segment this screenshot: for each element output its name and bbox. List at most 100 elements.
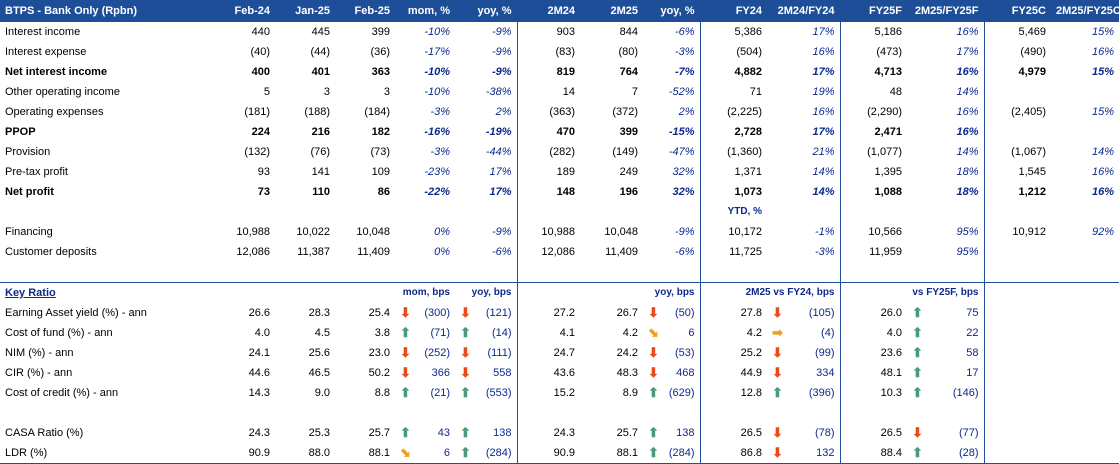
cell [1051, 282, 1119, 303]
value-cell: 109 [371, 166, 390, 178]
empty-cell [215, 262, 275, 283]
value-cell: 16% [812, 106, 835, 118]
value-cell: 3 [323, 86, 330, 98]
value-cell: 3 [383, 86, 390, 98]
value-cell: 90.9 [215, 443, 275, 464]
arrow-down-icon: ⬇ [460, 305, 471, 320]
row-label: Financing [5, 226, 53, 238]
ratio-row: Cost of fund (%) - ann 4.0 4.5 3.8 ⬆ (71) ⬆ (14… [0, 323, 1119, 343]
value-cell: 25.7 [368, 427, 390, 439]
arrow-down-icon: ⬇ [912, 425, 923, 440]
bps-cell: ⬇ (105) [767, 303, 840, 323]
arrow-down-icon: ⬇ [772, 365, 783, 380]
value-cell: 4.2 [699, 323, 767, 343]
bps-cell: ⬆ 138 [455, 423, 517, 443]
income-row: Operating expenses (181) (188) (184) -3% 2% (3… [0, 102, 1119, 122]
bps-value: (284) [668, 447, 695, 459]
empty-cell [1051, 202, 1119, 222]
value-cell: (2,405) [983, 102, 1051, 122]
value-cell: 1,073 [699, 182, 767, 202]
ratio-row: LDR (%) 90.9 88.0 88.1 ⬊ 6 ⬆ (284) 90.9 88.1 ⬆ (284… [0, 443, 1119, 464]
value-cell: 21% [812, 146, 835, 158]
value-cell: 15% [1091, 66, 1114, 78]
value-cell: 50.2 [368, 367, 390, 379]
value-cell: (363) [516, 102, 580, 122]
empty-cell [907, 202, 984, 222]
value-cell: (490) [983, 42, 1051, 62]
cell [516, 282, 580, 303]
value-cell: 25.6 [308, 347, 330, 359]
bps-value: (50) [674, 307, 695, 319]
value-cell: 399 [371, 26, 390, 38]
value-cell: -3% [430, 106, 450, 118]
bps-cell: ⬆ 22 [907, 323, 984, 343]
value-cell: 28.3 [308, 307, 330, 319]
value-cell: 16% [1091, 186, 1114, 198]
row-label: NIM (%) - ann [5, 347, 74, 359]
value-cell: 14% [956, 86, 979, 98]
bps-value: (629) [668, 387, 695, 399]
value-cell: 10,048 [356, 226, 390, 238]
empty-cell [335, 202, 395, 222]
value-cell: 16% [956, 106, 979, 118]
value-cell: 10,566 [839, 222, 907, 242]
spacer-row [0, 262, 1119, 283]
value-cell: 12.8 [699, 383, 767, 403]
empty-cell [699, 262, 767, 283]
value-cell: -23% [424, 166, 450, 178]
cell [983, 363, 1051, 383]
value-cell: 1,545 [983, 162, 1051, 182]
value-cell: 0% [434, 226, 450, 238]
bps-cell: ⬆ (284) [643, 443, 700, 464]
arrow-up-icon: ⬆ [400, 425, 411, 440]
value-cell: 10,172 [699, 222, 767, 242]
value-cell: (372) [612, 106, 638, 118]
bps-cell: ⬆ (553) [455, 383, 517, 403]
value-cell: 32% [672, 186, 695, 198]
arrow-downright-icon: ⬊ [648, 325, 659, 340]
empty-cell [215, 403, 275, 423]
value-cell: (76) [310, 146, 330, 158]
empty-cell [643, 403, 700, 423]
income-row: Interest expense (40) (44) (36) -17% -9% (83) (… [0, 42, 1119, 62]
bps-cell: ⬇ 132 [767, 443, 840, 464]
ytd-label: YTD, % [699, 202, 767, 222]
value-cell: -16% [424, 126, 450, 138]
value-cell: 48 [839, 82, 907, 102]
arrow-down-icon: ⬇ [648, 365, 659, 380]
income-row: Provision (132) (76) (73) -3% -44% (282) (149) -… [0, 142, 1119, 162]
value-cell: 1,088 [839, 182, 907, 202]
value-cell: 32% [672, 166, 695, 178]
value-cell [983, 242, 1051, 262]
value-cell: 95% [956, 226, 979, 238]
value-cell: 24.3 [248, 427, 270, 439]
key-ratio-title: Key Ratio [0, 282, 215, 303]
value-cell: (282) [516, 142, 580, 162]
value-cell: 26.6 [248, 307, 270, 319]
column-header: mom, % [395, 0, 455, 22]
arrow-up-icon: ⬆ [460, 325, 471, 340]
bps-value: (77) [958, 427, 979, 439]
column-header: Feb-25 [335, 0, 395, 22]
bps-cell: ⬆ (28) [907, 443, 984, 464]
row-label: Pre-tax profit [5, 166, 68, 178]
value-cell: 15.2 [516, 383, 580, 403]
arrow-down-icon: ⬇ [772, 305, 783, 320]
bps-cell: ⬇ 334 [767, 363, 840, 383]
value-cell: (1,360) [699, 142, 767, 162]
value-cell: 26.5 [839, 423, 907, 443]
subheader: yoy, bps [643, 282, 700, 303]
value-cell: 14% [956, 146, 979, 158]
arrow-down-icon: ⬇ [648, 305, 659, 320]
value-cell: 24.2 [616, 347, 638, 359]
empty-cell [643, 202, 700, 222]
value-cell: 16% [956, 66, 979, 78]
empty-cell [275, 202, 335, 222]
bps-value: (300) [424, 307, 450, 319]
value-cell: 1,395 [839, 162, 907, 182]
row-label: Cost of fund (%) - ann [5, 327, 113, 339]
bps-value: 58 [966, 347, 979, 359]
bps-value: 22 [966, 327, 979, 339]
empty-cell [0, 202, 215, 222]
value-cell: 4.5 [314, 327, 330, 339]
